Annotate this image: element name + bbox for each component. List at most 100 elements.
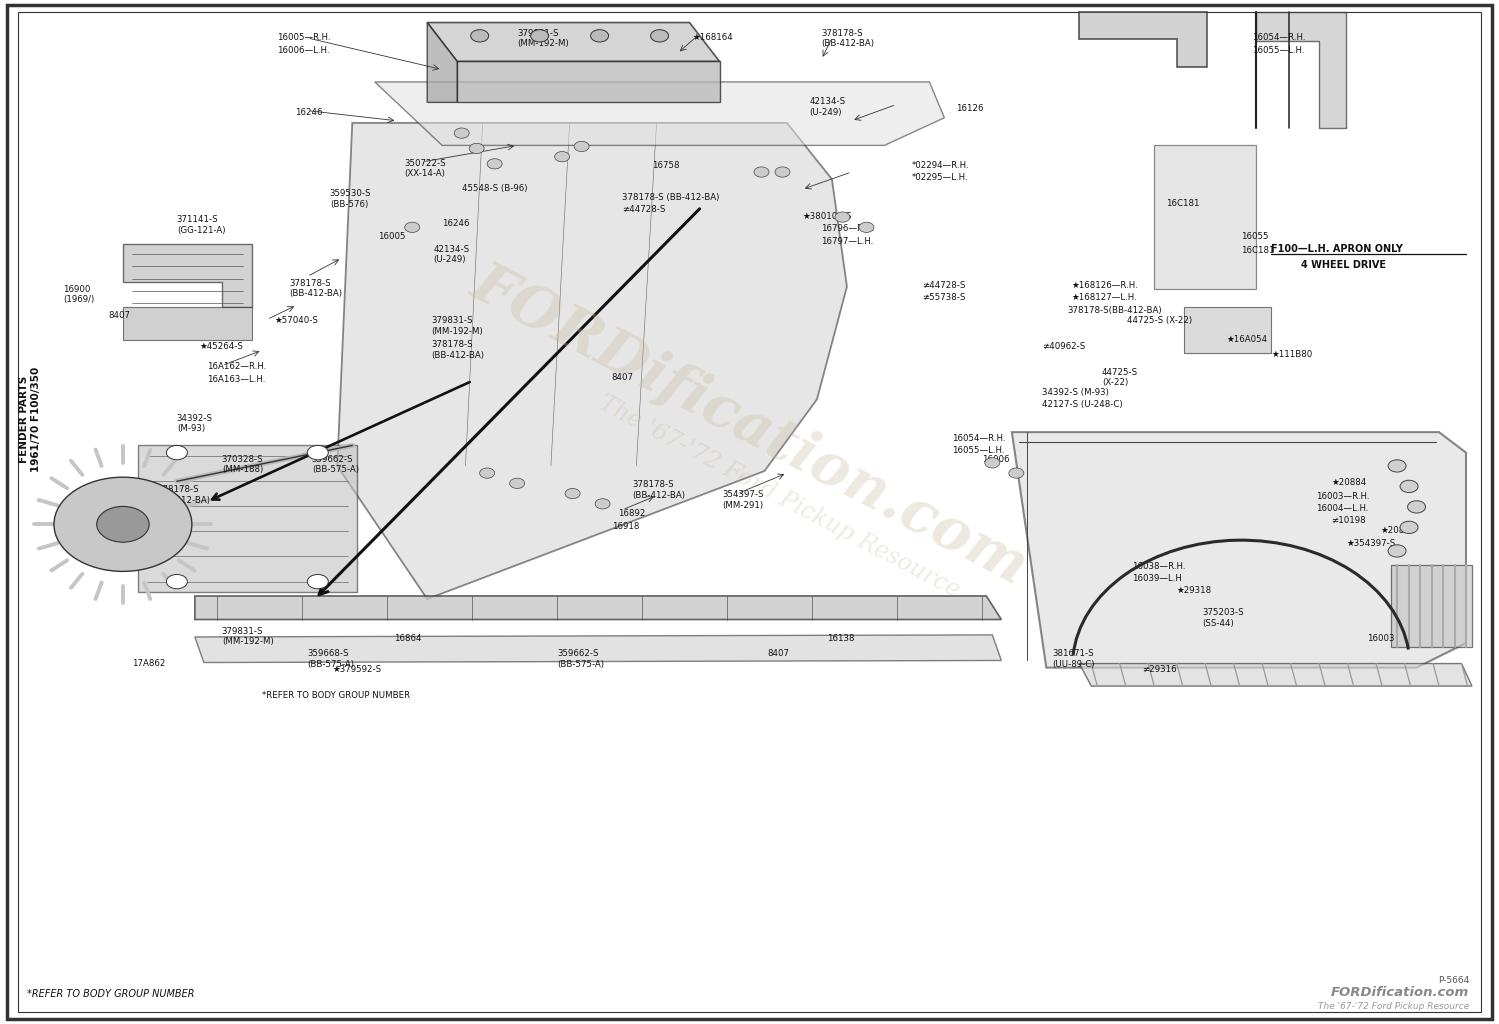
Text: FENDER PARTS
1961/70 F100/350: FENDER PARTS 1961/70 F100/350: [19, 368, 40, 472]
Text: 42134-S
(U-249): 42134-S (U-249): [433, 245, 469, 264]
Text: 42134-S
(U-249): 42134-S (U-249): [809, 97, 845, 117]
Text: 16796—R.H.: 16796—R.H.: [821, 224, 875, 233]
Text: *02295—L.H.: *02295—L.H.: [911, 173, 968, 182]
Text: 8407: 8407: [108, 311, 130, 321]
Text: ★29318: ★29318: [1177, 586, 1211, 595]
Circle shape: [651, 30, 669, 42]
Polygon shape: [1184, 307, 1271, 353]
Polygon shape: [138, 445, 357, 592]
Circle shape: [469, 143, 484, 154]
Text: 381671-S
(UU-89-C): 381671-S (UU-89-C): [1052, 649, 1094, 669]
Text: 379831-S
(MM-192-M): 379831-S (MM-192-M): [517, 29, 570, 48]
Circle shape: [754, 167, 769, 177]
Text: 378178-S
(BB-412-BA): 378178-S (BB-412-BA): [432, 340, 484, 359]
Polygon shape: [195, 635, 1001, 663]
Circle shape: [1400, 521, 1418, 534]
Circle shape: [487, 159, 502, 169]
Text: 379831-S
(MM-192-M): 379831-S (MM-192-M): [432, 316, 484, 336]
Text: 16005: 16005: [378, 232, 405, 242]
Text: P-5664: P-5664: [1438, 976, 1469, 985]
Circle shape: [166, 445, 187, 460]
Text: 354397-S
(MM-291): 354397-S (MM-291): [723, 490, 764, 510]
Circle shape: [1388, 545, 1406, 557]
Text: 370328-S
(MM-188): 370328-S (MM-188): [222, 455, 264, 474]
Polygon shape: [1079, 664, 1472, 686]
Text: ≄44728-S: ≄44728-S: [622, 205, 666, 214]
Text: 16055—L.H.: 16055—L.H.: [952, 446, 1004, 456]
Circle shape: [1408, 501, 1426, 513]
Text: 378178-S(BB-412-BA): 378178-S(BB-412-BA): [1067, 306, 1162, 315]
Text: 16055: 16055: [1241, 232, 1268, 242]
Circle shape: [985, 458, 1000, 468]
Text: 16A162—R.H.: 16A162—R.H.: [207, 362, 267, 372]
Text: 378178-S
(BB-412-BA): 378178-S (BB-412-BA): [289, 279, 342, 298]
Text: 16003—R.H.: 16003—R.H.: [1316, 492, 1370, 501]
Text: 44725-S
(X-22): 44725-S (X-22): [1102, 368, 1138, 387]
Text: ★45264-S: ★45264-S: [199, 342, 243, 351]
Text: ★379592-S: ★379592-S: [333, 665, 382, 674]
Circle shape: [471, 30, 489, 42]
Text: 45548-S (B-96): 45548-S (B-96): [462, 184, 528, 194]
Text: 379831-S
(MM-192-M): 379831-S (MM-192-M): [222, 627, 274, 646]
Text: 16126: 16126: [956, 104, 983, 114]
Text: 44725-S (X-22): 44725-S (X-22): [1127, 316, 1192, 326]
Polygon shape: [1154, 145, 1256, 289]
Text: 34392-S
(M-93): 34392-S (M-93): [177, 414, 213, 433]
Text: ≠10198: ≠10198: [1331, 516, 1366, 525]
Text: 16038—R.H.: 16038—R.H.: [1132, 562, 1186, 571]
Polygon shape: [195, 596, 1001, 620]
Text: ★20876: ★20876: [1381, 526, 1417, 536]
Text: ★16A054: ★16A054: [1226, 335, 1267, 344]
Text: FORDification.com: FORDification.com: [1331, 986, 1469, 999]
Polygon shape: [1256, 12, 1346, 128]
Circle shape: [1009, 468, 1024, 478]
Text: *02294—R.H.: *02294—R.H.: [911, 161, 968, 170]
Circle shape: [307, 574, 328, 589]
Text: *REFER TO BODY GROUP NUMBER: *REFER TO BODY GROUP NUMBER: [27, 989, 195, 999]
Circle shape: [510, 478, 525, 488]
Text: ★168126—R.H.: ★168126—R.H.: [1072, 281, 1139, 290]
Text: 16C181: 16C181: [1166, 199, 1199, 208]
Text: 16758: 16758: [652, 161, 679, 170]
Polygon shape: [427, 23, 457, 102]
Text: 16C181: 16C181: [1241, 246, 1274, 255]
Polygon shape: [1012, 432, 1466, 668]
Text: 359662-S
(BB-575-A): 359662-S (BB-575-A): [312, 455, 358, 474]
Text: 16006: 16006: [982, 455, 1009, 464]
Circle shape: [595, 499, 610, 509]
Circle shape: [574, 141, 589, 152]
Text: 16A163—L.H.: 16A163—L.H.: [207, 375, 265, 384]
Text: *REFER TO BODY GROUP NUMBER: *REFER TO BODY GROUP NUMBER: [262, 691, 411, 700]
Circle shape: [166, 574, 187, 589]
Polygon shape: [1079, 12, 1207, 67]
Text: ★168164: ★168164: [693, 33, 733, 42]
Circle shape: [454, 128, 469, 138]
Polygon shape: [457, 61, 720, 102]
Text: ★354397-S: ★354397-S: [1346, 539, 1396, 548]
Circle shape: [775, 167, 790, 177]
Text: ≠29316: ≠29316: [1142, 665, 1177, 674]
Polygon shape: [427, 23, 720, 61]
Text: 16054—R.H.: 16054—R.H.: [1252, 33, 1306, 42]
Text: ≄55738-S: ≄55738-S: [922, 293, 965, 302]
Text: 16246: 16246: [295, 108, 322, 117]
Text: ★111B80: ★111B80: [1271, 350, 1313, 359]
Circle shape: [555, 152, 570, 162]
Text: ★168127—L.H.: ★168127—L.H.: [1072, 293, 1138, 302]
Text: 359668-S
(BB-575-A): 359668-S (BB-575-A): [307, 649, 354, 669]
Text: ★20884: ★20884: [1331, 478, 1367, 487]
Text: 16003: 16003: [1367, 634, 1394, 643]
Text: 17A862: 17A862: [132, 659, 165, 669]
Text: ★57040-S: ★57040-S: [274, 316, 318, 326]
Text: FORDification.com: FORDification.com: [462, 254, 1037, 596]
Circle shape: [565, 488, 580, 499]
Circle shape: [591, 30, 609, 42]
Circle shape: [859, 222, 874, 232]
Text: 16864: 16864: [394, 634, 421, 643]
Text: 378178-S
(BB-412-BA): 378178-S (BB-412-BA): [633, 480, 685, 500]
Circle shape: [835, 212, 850, 222]
Text: 16005—R.H.: 16005—R.H.: [277, 33, 331, 42]
Circle shape: [97, 507, 148, 542]
Text: 16246: 16246: [442, 219, 469, 228]
Text: F100—L.H. APRON ONLY: F100—L.H. APRON ONLY: [1271, 244, 1403, 254]
